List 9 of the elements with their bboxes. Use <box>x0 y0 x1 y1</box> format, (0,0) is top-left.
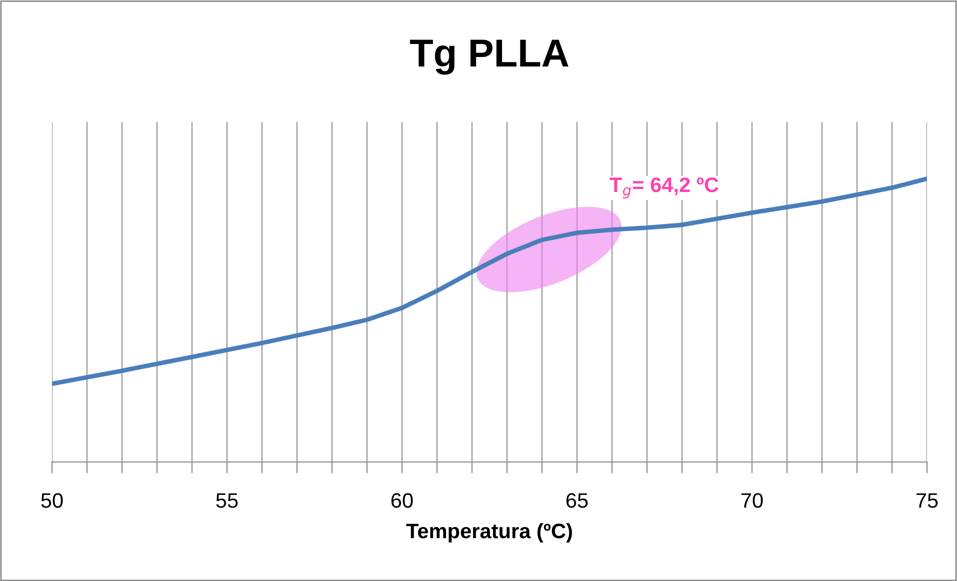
x-tick-label: 55 <box>216 493 238 508</box>
x-tick-label: 60 <box>391 493 413 508</box>
x-tick-label: 75 <box>916 493 938 508</box>
x-tick-label: 65 <box>566 493 588 508</box>
chart-title: Tg PLLA <box>410 40 568 75</box>
x-tick-label: 50 <box>41 493 63 508</box>
x-axis-title: Temperatura (ºC) <box>406 523 572 543</box>
annotation: T$_{g}$= 64,2 ºC <box>610 177 718 198</box>
x-tick-label: 70 <box>741 493 763 508</box>
